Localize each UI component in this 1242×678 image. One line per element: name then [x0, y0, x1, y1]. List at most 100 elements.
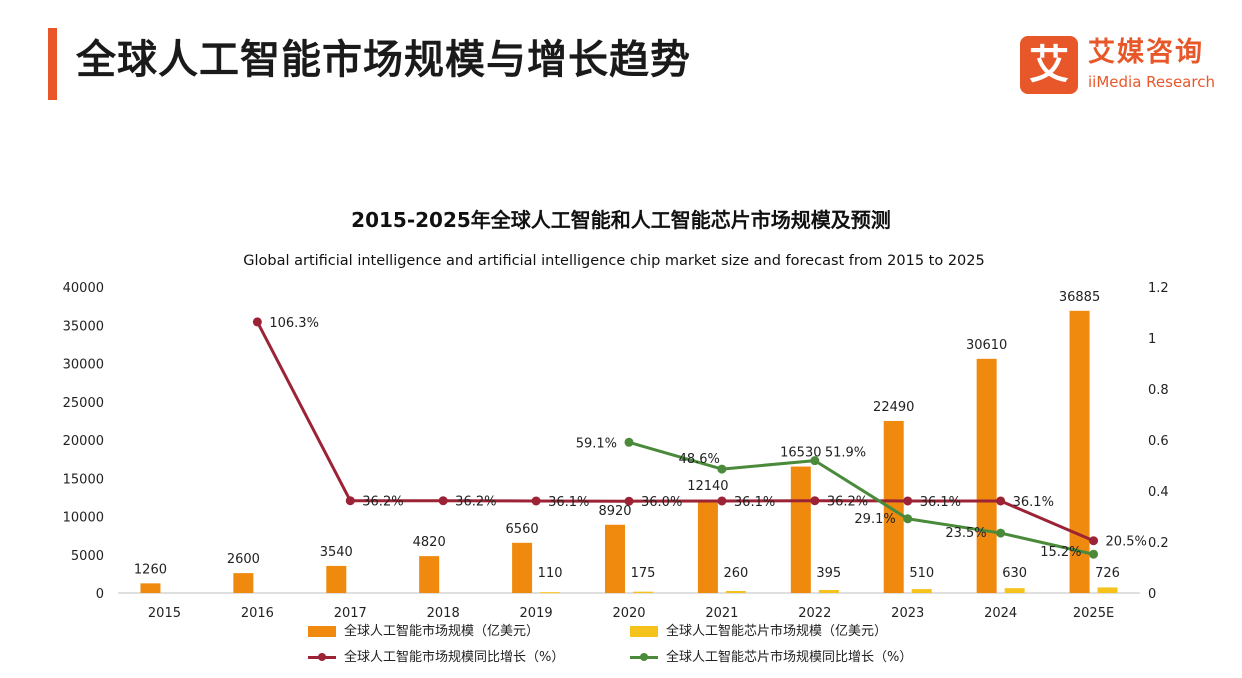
y-tick-label-left: 25000: [63, 396, 104, 411]
ai-market-growth-line: [256, 321, 1095, 543]
ai-market-growth-label: 36.1%: [920, 495, 961, 510]
x-tick-label: 2024: [984, 606, 1017, 621]
data-label-ai-market: 1260: [134, 562, 167, 577]
bar-ai-chip: [540, 592, 561, 594]
bar-ai-chip: [1097, 587, 1118, 593]
ai-market-growth-label: 106.3%: [269, 316, 319, 331]
chart-subtitle: Global artificial intelligence and artif…: [243, 253, 985, 269]
legend-label-ai-chip-growth: 全球人工智能芯片市场规模同比增长（%）: [666, 650, 913, 665]
y-tick-label-left: 40000: [63, 281, 104, 296]
ai-market-growth-label: 36.2%: [455, 495, 496, 510]
ai-chip-growth-label: 29.1%: [854, 512, 895, 527]
data-label-ai-market: 3540: [320, 545, 353, 560]
data-label-ai-chip: 630: [1002, 566, 1027, 581]
data-label-ai-market: 36885: [1059, 290, 1100, 305]
ai-chip-growth-label: 48.6%: [679, 452, 720, 467]
x-tick-label: 2021: [705, 606, 738, 621]
ai-market-growth-label: 36.2%: [362, 495, 403, 510]
data-label-ai-market: 8920: [598, 504, 631, 519]
data-label-ai-market: 6560: [506, 522, 539, 537]
bar-ai-chip: [1004, 588, 1025, 593]
y-tick-label-right: 0.8: [1148, 383, 1169, 398]
ai-market-growth-label: 36.0%: [641, 495, 682, 510]
y-tick-label-left: 15000: [63, 472, 104, 487]
legend-item-ai-chip-growth: 全球人工智能芯片市场规模同比增长（%）: [630, 648, 912, 668]
bar-ai-chip: [818, 589, 839, 593]
legend-swatch-ai-chip: [630, 626, 658, 637]
data-label-ai-chip: 510: [909, 566, 934, 581]
ai-market-growth-point: [252, 317, 262, 327]
data-labels: 1260 2600 3540 4820 6560 8920 12140 16530 22490 3…: [134, 290, 1147, 581]
ai-market-growth-point: [345, 496, 355, 506]
data-label-ai-chip: 726: [1095, 566, 1120, 581]
ai-chip-growth-label: 51.9%: [825, 446, 866, 461]
bar-ai-market: [883, 420, 904, 593]
ai-market-growth-point: [1089, 536, 1099, 546]
data-label-ai-chip: 260: [723, 566, 748, 581]
bar-ai-chip: [633, 591, 653, 593]
data-label-ai-chip: 395: [816, 566, 841, 581]
bar-ai-market: [790, 466, 811, 593]
ai-chip-growth-point: [1089, 549, 1099, 559]
ai-market-growth-point: [438, 496, 448, 506]
brand-name-cn: 艾媒咨询: [1088, 37, 1204, 68]
y-tick-label-right: 0.2: [1148, 536, 1169, 551]
ai-market-growth-label: 20.5%: [1106, 535, 1147, 550]
legend-swatch-ai-market: [308, 626, 336, 637]
ai-market-growth-label: 36.1%: [734, 495, 775, 510]
y-tick-label-left: 0: [96, 587, 104, 602]
legend-item-ai-chip: 全球人工智能芯片市场规模（亿美元）: [630, 622, 887, 642]
ai-chip-growth-point: [903, 514, 913, 524]
x-tick-label: 2023: [891, 606, 924, 621]
ai-market-growth-label: 36.1%: [548, 495, 589, 510]
data-label-ai-chip: 110: [538, 566, 563, 581]
x-tick-label: 2020: [612, 606, 645, 621]
data-label-ai-market: 16530: [780, 446, 821, 461]
x-tick-label: 2022: [798, 606, 831, 621]
data-label-ai-market: 12140: [687, 479, 728, 494]
legend-label-ai-chip: 全球人工智能芯片市场规模（亿美元）: [666, 624, 888, 639]
brand-logo: 艾 艾媒咨询 iiMedia Research: [1020, 36, 1230, 96]
data-label-ai-market: 2600: [227, 552, 260, 567]
y-tick-label-right: 0.6: [1148, 434, 1169, 449]
ai-market-growth-point: [810, 496, 820, 506]
page-title: 全球人工智能市场规模与增长趋势: [76, 37, 691, 83]
ai-chip-growth-line: [628, 440, 1094, 556]
ai-market-growth-point: [903, 496, 913, 506]
x-tick-label: 2018: [427, 606, 460, 621]
lines: [252, 317, 1099, 559]
ai-chip-growth-point: [717, 464, 727, 474]
brand-name-en: iiMedia Research: [1088, 73, 1215, 91]
ai-chip-growth-label: 23.5%: [945, 526, 986, 541]
data-label-ai-chip: 175: [631, 566, 656, 581]
y-tick-label-right: 1: [1148, 332, 1156, 347]
ai-chip-growth-point: [624, 437, 634, 447]
ai-market-growth-point: [624, 496, 634, 506]
bar-ai-market: [233, 573, 254, 593]
data-label-ai-market: 22490: [873, 400, 914, 415]
ai-market-growth-point: [531, 496, 541, 506]
ai-market-growth-label: 36.2%: [827, 495, 868, 510]
brand-mark-icon: 艾: [1020, 36, 1078, 94]
ai-market-growth-point: [996, 496, 1006, 506]
ai-chip-growth-point: [996, 528, 1006, 538]
x-tick-label: 2025E: [1073, 606, 1114, 621]
y-tick-label-right: 0.4: [1148, 485, 1169, 500]
x-axis: 2015 2016 2017 2018 2019 2020 2021 2022 2023 2024…: [148, 606, 1114, 621]
y-tick-label-left: 30000: [63, 358, 104, 373]
legend-item-ai-market-growth: 全球人工智能市场规模同比增长（%）: [308, 648, 564, 668]
bars: [140, 310, 1118, 594]
chart-legend: 全球人工智能市场规模（亿美元） 全球人工智能芯片市场规模（亿美元） 全球人工智能…: [300, 620, 1000, 672]
x-tick-label: 2017: [334, 606, 367, 621]
legend-item-ai-market: 全球人工智能市场规模（亿美元）: [308, 622, 539, 642]
legend-swatch-ai-market-growth: [308, 653, 336, 661]
ai-market-growth-label: 36.1%: [1013, 495, 1054, 510]
y-tick-label-left: 5000: [71, 549, 104, 564]
y-axis-left: 0 5000 10000 15000 20000 25000 30000 35000 40000: [63, 281, 104, 602]
y-tick-label-right: 1.2: [1148, 281, 1169, 296]
y-tick-label-right: 0: [1148, 587, 1156, 602]
bar-ai-market: [697, 500, 718, 593]
bar-ai-market: [512, 542, 533, 593]
bar-ai-market: [1069, 310, 1090, 593]
